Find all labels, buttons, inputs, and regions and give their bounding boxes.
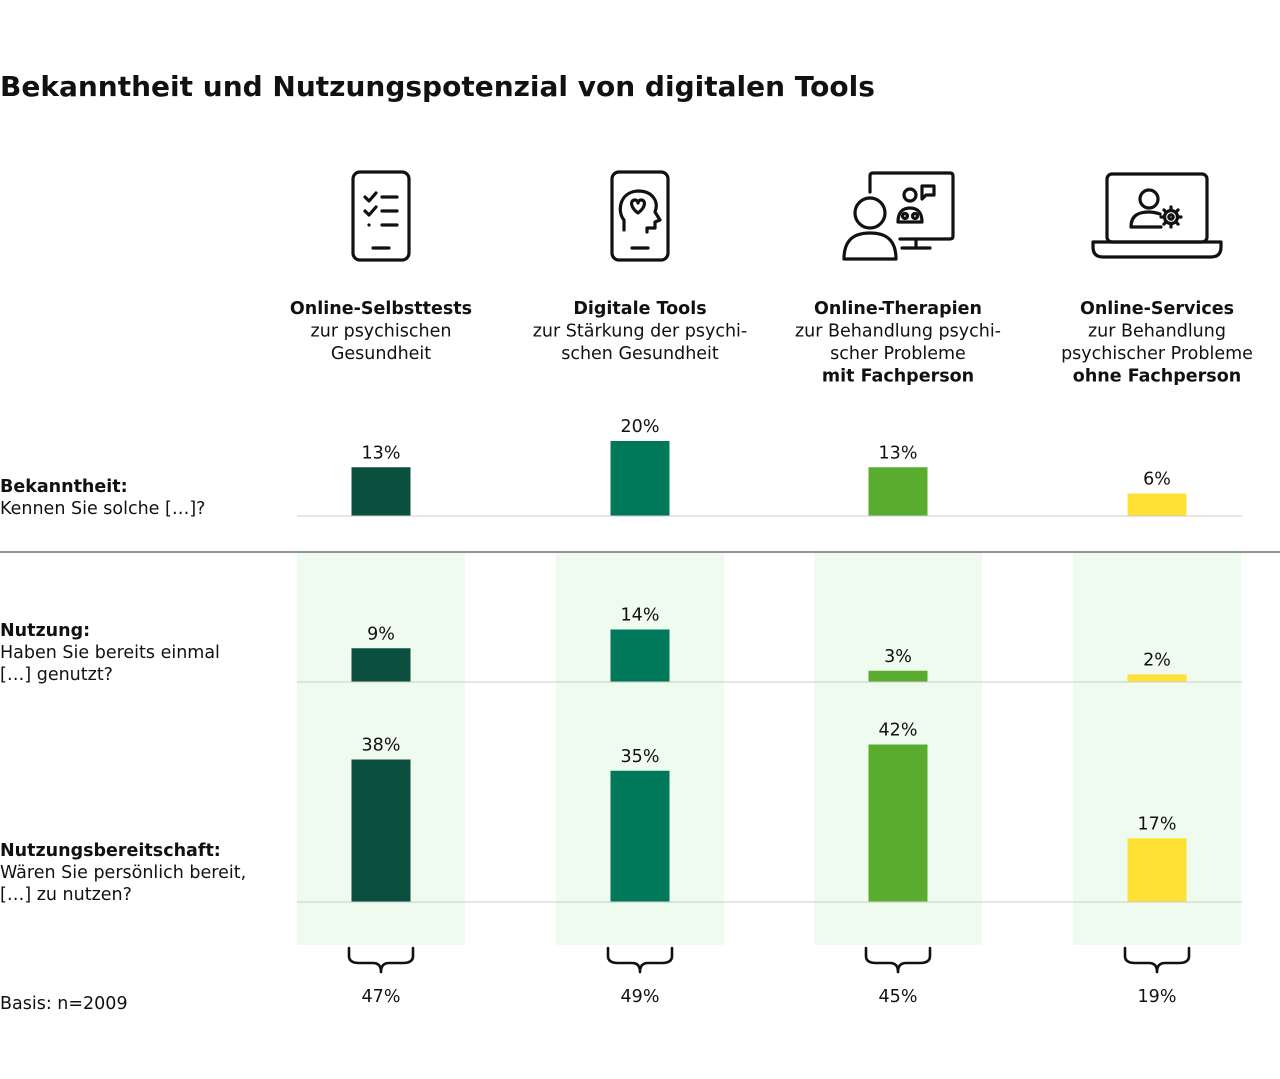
- category-subtitle: schen Gesundheit: [561, 344, 719, 364]
- row-title: Bekanntheit:: [0, 477, 128, 497]
- bar-value-label: 17%: [1138, 814, 1177, 834]
- bar-nutzungsbereitschaft-4: [1127, 838, 1187, 902]
- video-therapy-icon: [842, 171, 955, 261]
- bar-value-label: 3%: [884, 647, 912, 667]
- category-subtitle: zur Behandlung: [1088, 322, 1226, 342]
- category-emphasis: ohne Fachperson: [1073, 367, 1241, 387]
- brace-icon: [864, 946, 932, 974]
- bar-nutzung-2: [610, 629, 670, 682]
- bar-nutzung-3: [868, 670, 928, 682]
- laptop-user-gear-icon: [1091, 172, 1223, 259]
- bar-value-label: 35%: [621, 747, 660, 767]
- category-title: Digitale Tools: [573, 299, 706, 319]
- category-title: Online-Therapien: [814, 299, 982, 319]
- total-value: 47%: [362, 987, 401, 1007]
- category-subtitle: psychischer Probleme: [1061, 344, 1253, 364]
- checklist-phone-icon: [351, 170, 411, 262]
- bar-nutzungsbereitschaft-3: [868, 744, 928, 902]
- row-question: […] zu nutzen?: [0, 885, 132, 905]
- category-subtitle: zur Behandlung psychi-: [795, 322, 1001, 342]
- bar-bekanntheit-3: [868, 467, 928, 516]
- category-subtitle: zur Stärkung der psychi-: [533, 322, 747, 342]
- category-subtitle: Gesundheit: [331, 344, 431, 364]
- bar-nutzungsbereitschaft-1: [351, 759, 411, 902]
- category-title: Online-Selbsttests: [290, 299, 472, 319]
- total-value: 19%: [1138, 987, 1177, 1007]
- mind-heart-phone-icon: [610, 170, 670, 262]
- row-question: Kennen Sie solche […]?: [0, 499, 205, 519]
- bar-nutzungsbereitschaft-2: [610, 770, 670, 902]
- total-value: 49%: [621, 987, 660, 1007]
- brace-icon: [347, 946, 415, 974]
- category-subtitle: scher Probleme: [830, 344, 966, 364]
- row-question: […] genutzt?: [0, 665, 113, 685]
- bar-value-label: 42%: [879, 721, 918, 741]
- bar-value-label: 14%: [621, 606, 660, 626]
- row-title: Nutzung:: [0, 621, 90, 641]
- brace-icon: [1123, 946, 1191, 974]
- bar-value-label: 20%: [621, 417, 660, 437]
- chart-title: Bekanntheit und Nutzungspotenzial von di…: [0, 70, 875, 103]
- bar-nutzung-4: [1127, 674, 1187, 682]
- row-question: Haben Sie bereits einmal: [0, 643, 220, 663]
- basis-note: Basis: n=2009: [0, 994, 128, 1014]
- row-question: Wären Sie persönlich bereit,: [0, 863, 246, 883]
- bar-value-label: 9%: [367, 624, 395, 644]
- bar-bekanntheit-2: [610, 441, 670, 516]
- bar-value-label: 2%: [1143, 651, 1171, 671]
- bar-nutzung-1: [351, 648, 411, 682]
- bar-value-label: 13%: [362, 443, 401, 463]
- category-subtitle: zur psychischen: [311, 322, 452, 342]
- bar-value-label: 13%: [879, 443, 918, 463]
- bar-value-label: 6%: [1143, 470, 1171, 490]
- category-title: Online-Services: [1080, 299, 1234, 319]
- total-value: 45%: [879, 987, 918, 1007]
- bar-bekanntheit-1: [351, 467, 411, 516]
- brace-icon: [606, 946, 674, 974]
- category-emphasis: mit Fachperson: [822, 367, 974, 387]
- row-title: Nutzungsbereitschaft:: [0, 841, 221, 861]
- bar-bekanntheit-4: [1127, 493, 1187, 516]
- bar-value-label: 38%: [362, 736, 401, 756]
